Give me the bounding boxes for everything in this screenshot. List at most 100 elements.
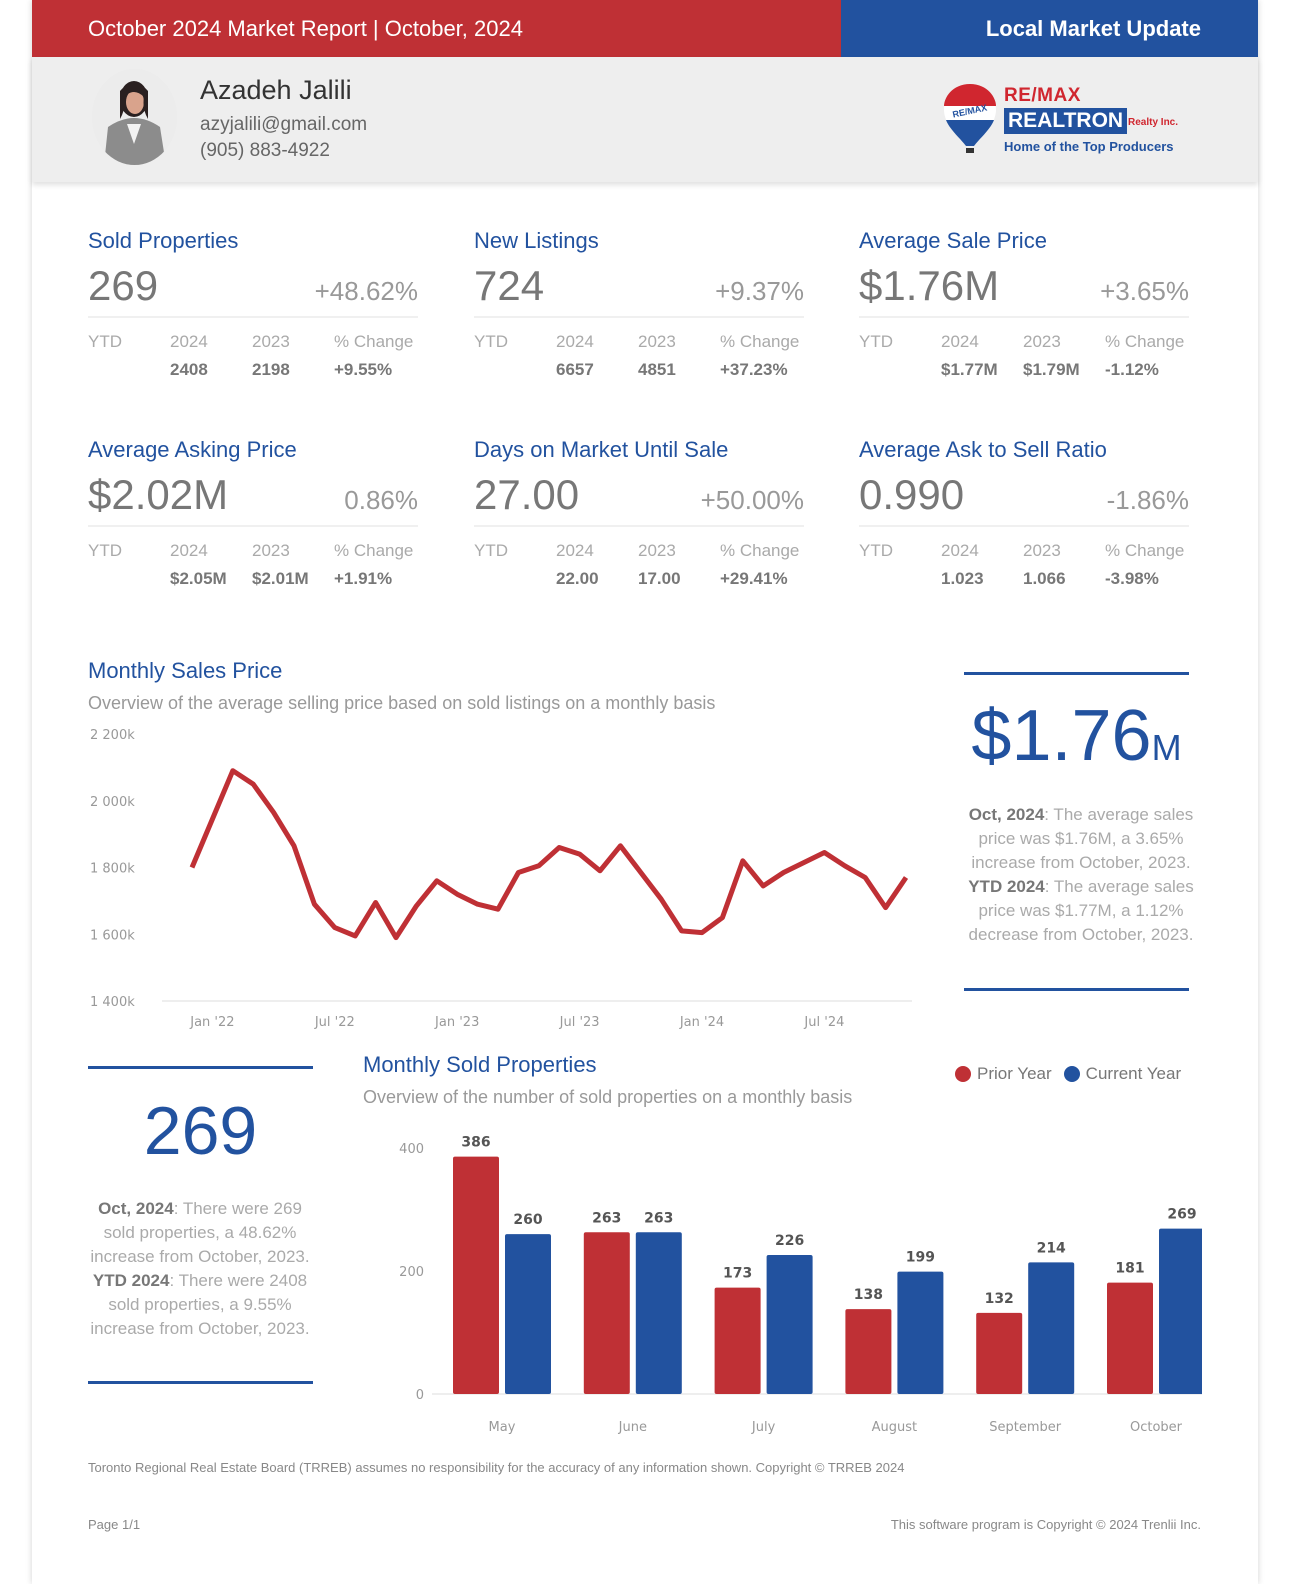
agent-bar: Azadeh Jalili azyjalili@gmail.com (905) … <box>32 57 1258 182</box>
prior-year-bar <box>976 1312 1023 1394</box>
ytd-change-value: +37.23% <box>720 360 788 379</box>
monthly-sales-price-chart: 1 400k 1 600k 1 800k 2 000k 2 200k Jan '22 Jul… <box>90 728 912 1030</box>
brokerage-logo: RE/MAX RE/MAX REALTRON Realty Inc. Home … <box>942 82 1202 162</box>
report-page: October 2024 Market Report | October, 20… <box>32 0 1258 1584</box>
bar-value-label: 226 <box>775 1233 804 1249</box>
ytd-label: YTD <box>859 332 893 351</box>
stat-title: Sold Properties <box>88 228 239 253</box>
agent-email[interactable]: azyjalili@gmail.com <box>200 114 368 135</box>
remax-balloon-icon: RE/MAX <box>944 84 996 153</box>
current-year-bar <box>766 1255 813 1394</box>
ytd-2024-label: 2024 <box>170 541 208 560</box>
agent-name: Azadeh Jalili <box>200 75 352 105</box>
current-year-bar <box>897 1271 944 1394</box>
legend-current-year-label: Current Year <box>1085 1064 1182 1083</box>
bar-value-label: 260 <box>513 1212 542 1228</box>
realty-suffix: Realty Inc. <box>1128 117 1179 128</box>
stat-change: +9.37% <box>715 276 804 306</box>
sold-chart-title: Monthly Sold Properties <box>363 1052 597 1077</box>
ytd-change-label: % Change <box>720 332 800 351</box>
x-tick-label: Jul '22 <box>314 1015 355 1030</box>
ytd-2023-label: 2023 <box>252 332 290 351</box>
stat-value: 27.00 <box>474 471 580 518</box>
stat-main-row: $2.02M 0.86% <box>88 467 418 527</box>
monthly-sold-properties-chart: 0 200 400 386 260 May 263 263 June 173 226 July 138 1… <box>399 1135 1202 1435</box>
ytd-label: YTD <box>88 541 122 560</box>
ytd-2023-label: 2023 <box>252 541 290 560</box>
ytd-change-label: % Change <box>334 541 414 560</box>
stat-main-row: $1.76M +3.65% <box>859 258 1189 318</box>
ytd-2023-label: 2023 <box>1023 541 1061 560</box>
y-tick-label: 2 000k <box>90 795 135 810</box>
ytd-2024-value: 2408 <box>170 360 208 379</box>
bar-value-label: 263 <box>592 1210 621 1226</box>
stat-ytd-row: YTD 2024 2023 % Change 22.00 17.00 +29.41% <box>474 541 804 597</box>
stat-card: New Listings 724 +9.37% YTD 2024 2023 % Change… <box>474 228 804 388</box>
ytd-label: YTD <box>474 541 508 560</box>
y-tick-label: 0 <box>416 1388 424 1403</box>
x-category-label: August <box>872 1420 918 1435</box>
prior-year-bar <box>453 1156 499 1394</box>
stat-ytd-row: YTD 2024 2023 % Change $1.77M $1.79M -1.12% <box>859 332 1189 388</box>
ytd-2024-value: $2.05M <box>170 569 227 588</box>
stat-change: 0.86% <box>344 485 418 515</box>
ytd-2023-value: 17.00 <box>638 569 681 588</box>
ytd-2023-value: $1.79M <box>1023 360 1080 379</box>
y-tick-label: 200 <box>399 1265 424 1280</box>
current-year-bar <box>1028 1262 1075 1394</box>
ytd-change-value: +9.55% <box>334 360 393 379</box>
bar-value-label: 181 <box>1115 1261 1144 1277</box>
y-tick-label: 1 600k <box>90 928 135 943</box>
price-series-line <box>189 768 909 941</box>
stat-change: +48.62% <box>314 276 418 306</box>
sold-summary-p2-text: : There were 2408 sold properties, a 9.5… <box>90 1271 310 1338</box>
software-copyright: This software program is Copyright © 202… <box>890 1517 1201 1532</box>
bar-value-label: 173 <box>723 1266 752 1282</box>
agent-phone[interactable]: (905) 883-4922 <box>200 140 330 161</box>
stat-card: Days on Market Until Sale 27.00 +50.00% YTD… <box>474 437 804 597</box>
x-tick-label: Jan '22 <box>189 1015 234 1030</box>
prior-year-bar <box>845 1309 892 1394</box>
sold-summary-bottom-rule <box>88 1381 313 1384</box>
stat-card: Average Sale Price $1.76M +3.65% YTD 2024 202… <box>859 228 1189 388</box>
x-category-label: October <box>1130 1420 1183 1435</box>
y-tick-label: 1 400k <box>90 995 135 1010</box>
stat-ytd-row: YTD 2024 2023 % Change $2.05M $2.01M +1.91% <box>88 541 418 597</box>
sold-summary-top-rule <box>88 1066 313 1069</box>
ytd-2024-value: 22.00 <box>556 569 599 588</box>
stat-value: 269 <box>88 262 159 309</box>
ytd-change-value: +29.41% <box>720 569 788 588</box>
legend-current-year-swatch <box>1063 1066 1080 1082</box>
stat-title: Days on Market Until Sale <box>474 437 729 462</box>
bar-value-label: 263 <box>644 1210 673 1226</box>
bar-value-label: 132 <box>985 1291 1014 1307</box>
ytd-change-value: -1.12% <box>1105 360 1159 379</box>
price-chart-subtitle: Overview of the average selling price ba… <box>88 693 716 713</box>
stat-card: Average Asking Price $2.02M 0.86% YTD 2024 20… <box>88 437 418 597</box>
stat-main-row: 724 +9.37% <box>474 258 804 318</box>
x-category-label: June <box>618 1420 647 1435</box>
x-category-label: May <box>489 1420 516 1435</box>
sold-summary-p2-label: YTD 2024 <box>92 1271 170 1290</box>
ytd-2023-label: 2023 <box>638 541 676 560</box>
local-market-badge: Local Market Update <box>841 0 1258 57</box>
stat-change: -1.86% <box>1106 485 1189 515</box>
ytd-label: YTD <box>474 332 508 351</box>
stat-value: $1.76M <box>859 262 1000 309</box>
sold-summary-p1-text: : There were 269 sold properties, a 48.6… <box>90 1199 310 1266</box>
price-chart-title: Monthly Sales Price <box>88 658 283 683</box>
ytd-2024-value: 6657 <box>556 360 594 379</box>
ytd-2024-label: 2024 <box>170 332 208 351</box>
stat-title: Average Sale Price <box>859 228 1047 253</box>
ytd-2023-label: 2023 <box>638 332 676 351</box>
stat-value: $2.02M <box>88 471 229 518</box>
prior-year-bar <box>714 1287 761 1394</box>
stat-main-row: 0.990 -1.86% <box>859 467 1189 527</box>
agent-photo-icon <box>92 69 177 165</box>
header-bar: October 2024 Market Report | October, 20… <box>32 0 1258 57</box>
ytd-2024-label: 2024 <box>941 541 979 560</box>
trreb-disclaimer: Toronto Regional Real Estate Board (TRRE… <box>88 1460 905 1475</box>
sold-summary-p1-label: Oct, 2024 <box>98 1199 174 1218</box>
price-summary-p1-text: : The average sales price was $1.76M, a … <box>971 805 1194 872</box>
stat-main-row: 269 +48.62% <box>88 258 418 318</box>
